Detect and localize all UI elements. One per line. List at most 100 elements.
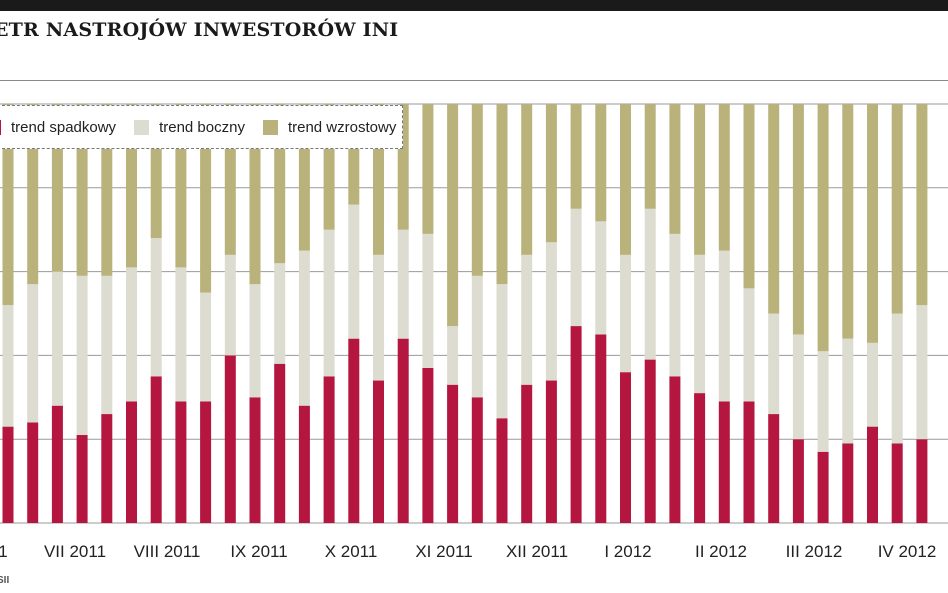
x-tick-label: 1 bbox=[0, 542, 8, 561]
bar-segment-side bbox=[274, 263, 286, 364]
bar-segment-side bbox=[545, 242, 557, 381]
bar-segment-down bbox=[768, 414, 780, 523]
source-label: SII bbox=[0, 575, 10, 586]
bar-segment-up bbox=[570, 104, 582, 209]
bar-segment-down bbox=[348, 338, 360, 523]
bar-segment-side bbox=[373, 254, 384, 381]
bar-segment-down bbox=[274, 363, 286, 523]
bar-segment-side bbox=[694, 254, 706, 394]
bar-segment-down bbox=[2, 426, 14, 523]
bar-segment-down bbox=[397, 338, 409, 523]
bar-segment-side bbox=[447, 326, 459, 385]
x-tick-label: IX 2011 bbox=[230, 542, 287, 561]
bar-segment-side bbox=[916, 305, 928, 440]
bar-segment-down bbox=[718, 401, 730, 523]
bar-segment-down bbox=[224, 355, 236, 523]
bar-segment-up bbox=[545, 104, 557, 243]
bar-segment-side bbox=[644, 208, 656, 360]
bar-segment-up bbox=[224, 104, 236, 255]
bar-segment-side bbox=[867, 342, 878, 427]
bar-segment-side bbox=[842, 338, 854, 444]
bar-segment-side bbox=[570, 208, 582, 327]
bar-chart: 1 VII 2011 VIII 2011 IX 2011 X 2011 XI 2011 XI… bbox=[0, 103, 948, 561]
x-tick-label: IV 2012 bbox=[878, 542, 937, 561]
bar-segment-down bbox=[595, 334, 607, 523]
bar-segment-down bbox=[101, 414, 113, 523]
bar-segment-up bbox=[397, 104, 409, 230]
legend-item-side: trend boczny bbox=[134, 119, 245, 136]
bar-segment-up bbox=[792, 104, 804, 335]
bar-segment-side bbox=[2, 305, 14, 427]
bar-segment-side bbox=[224, 254, 236, 356]
bar-segment-down bbox=[323, 376, 335, 523]
bar-segment-down bbox=[743, 401, 755, 523]
bar-segment-down bbox=[842, 443, 854, 523]
bar-segment-down bbox=[891, 443, 903, 523]
bar-segment-up bbox=[669, 104, 681, 234]
bar-segment-down bbox=[175, 401, 187, 523]
bar-segment-up bbox=[447, 104, 459, 327]
bar-segment-side bbox=[348, 204, 360, 339]
bar-segment-up bbox=[644, 104, 656, 209]
bar-segment-down bbox=[471, 397, 483, 523]
bar-segment-side bbox=[150, 238, 162, 377]
top-rule bbox=[0, 0, 948, 11]
bar-segment-down bbox=[545, 380, 557, 523]
bar-segment-up bbox=[2, 104, 14, 306]
bar-segment-down bbox=[27, 422, 39, 523]
bar-segment-down bbox=[76, 435, 88, 523]
bar-segment-down bbox=[694, 393, 706, 523]
x-tick-label: I 2012 bbox=[604, 542, 651, 561]
bar-segment-up bbox=[496, 104, 508, 285]
bar-segment-up bbox=[916, 104, 928, 306]
bar-segment-down bbox=[817, 451, 829, 523]
bar-segment-up bbox=[743, 104, 755, 289]
legend-item-up: trend wzrostowy bbox=[262, 119, 396, 136]
bar-segment-down bbox=[644, 359, 656, 523]
bar-segment-down bbox=[51, 405, 63, 523]
bar-segment-side bbox=[126, 267, 137, 402]
x-tick-label: III 2012 bbox=[786, 542, 843, 561]
bar-segment-side bbox=[175, 267, 187, 402]
title-rule bbox=[0, 80, 948, 81]
bar-segment-side bbox=[422, 233, 434, 368]
legend: trend spadkowy trend boczny trend wzrost… bbox=[0, 105, 404, 149]
bar-segment-side bbox=[496, 284, 508, 419]
bar-segment-down bbox=[521, 384, 533, 523]
bar-segment-side bbox=[471, 275, 483, 398]
bar-segment-up bbox=[817, 104, 829, 352]
bar-segment-side bbox=[768, 313, 780, 415]
x-tick-label: XII 2011 bbox=[506, 542, 568, 561]
bar-segment-up bbox=[694, 104, 706, 255]
bar-segment-up bbox=[422, 104, 434, 234]
x-tick-label: VIII 2011 bbox=[134, 542, 201, 561]
bar-segment-down bbox=[422, 367, 434, 523]
bar-segment-side bbox=[200, 292, 212, 402]
x-tick-label: XI 2011 bbox=[415, 542, 472, 561]
bar-segment-side bbox=[521, 254, 533, 385]
bar-segment-up bbox=[298, 104, 310, 251]
x-axis-ticks: 1 VII 2011 VIII 2011 IX 2011 X 2011 XI 2011 XI… bbox=[0, 542, 936, 561]
bar-segment-down bbox=[570, 326, 582, 523]
bar-segment-side bbox=[51, 271, 63, 406]
bar-segment-up bbox=[126, 104, 137, 268]
bar-segment-down bbox=[249, 397, 261, 523]
bar-segment-side bbox=[595, 221, 607, 335]
bar-segment-up bbox=[620, 104, 631, 255]
bar-segment-up bbox=[323, 104, 335, 230]
bar-segment-side bbox=[792, 334, 804, 440]
bar-segment-down bbox=[792, 439, 804, 523]
bar-segment-down bbox=[373, 380, 384, 523]
bar-segment-up bbox=[27, 104, 39, 285]
bar-segment-up bbox=[150, 104, 162, 239]
bar-segment-down bbox=[126, 401, 137, 523]
bars bbox=[2, 104, 928, 523]
bar-segment-side bbox=[249, 284, 261, 398]
bar-segment-up bbox=[768, 104, 780, 314]
bar-segment-down bbox=[867, 426, 878, 523]
bar-segment-side bbox=[718, 250, 730, 402]
x-tick-label: II 2012 bbox=[695, 542, 747, 561]
bar-segment-up bbox=[348, 104, 360, 205]
legend-label-side: trend boczny bbox=[159, 118, 245, 136]
bar-segment-side bbox=[620, 254, 631, 373]
